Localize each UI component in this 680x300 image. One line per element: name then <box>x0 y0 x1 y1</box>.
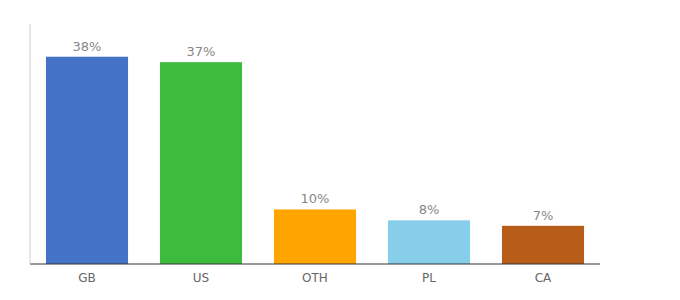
x-tick-label: GB <box>78 271 96 285</box>
bar <box>388 220 470 264</box>
data-label: 10% <box>301 191 330 206</box>
bar <box>274 209 356 264</box>
x-tick-label: OTH <box>302 271 328 285</box>
x-tick-label: CA <box>535 271 552 285</box>
y-axis-line <box>30 24 31 264</box>
chart-svg: GB US OTH PL CA 38% 37% 10% 8% 7% <box>0 0 680 300</box>
bars <box>46 57 584 264</box>
bar <box>160 62 242 264</box>
data-label: 38% <box>73 39 102 54</box>
data-label: 8% <box>419 202 440 217</box>
data-label: 7% <box>533 208 554 223</box>
x-tick-label: US <box>193 271 209 285</box>
x-tick-label: PL <box>422 271 436 285</box>
x-axis-line <box>30 264 600 265</box>
bar <box>502 226 584 264</box>
bar <box>46 57 128 264</box>
data-label: 37% <box>187 44 216 59</box>
chart-container: GB US OTH PL CA 38% 37% 10% 8% 7% <box>0 0 680 300</box>
